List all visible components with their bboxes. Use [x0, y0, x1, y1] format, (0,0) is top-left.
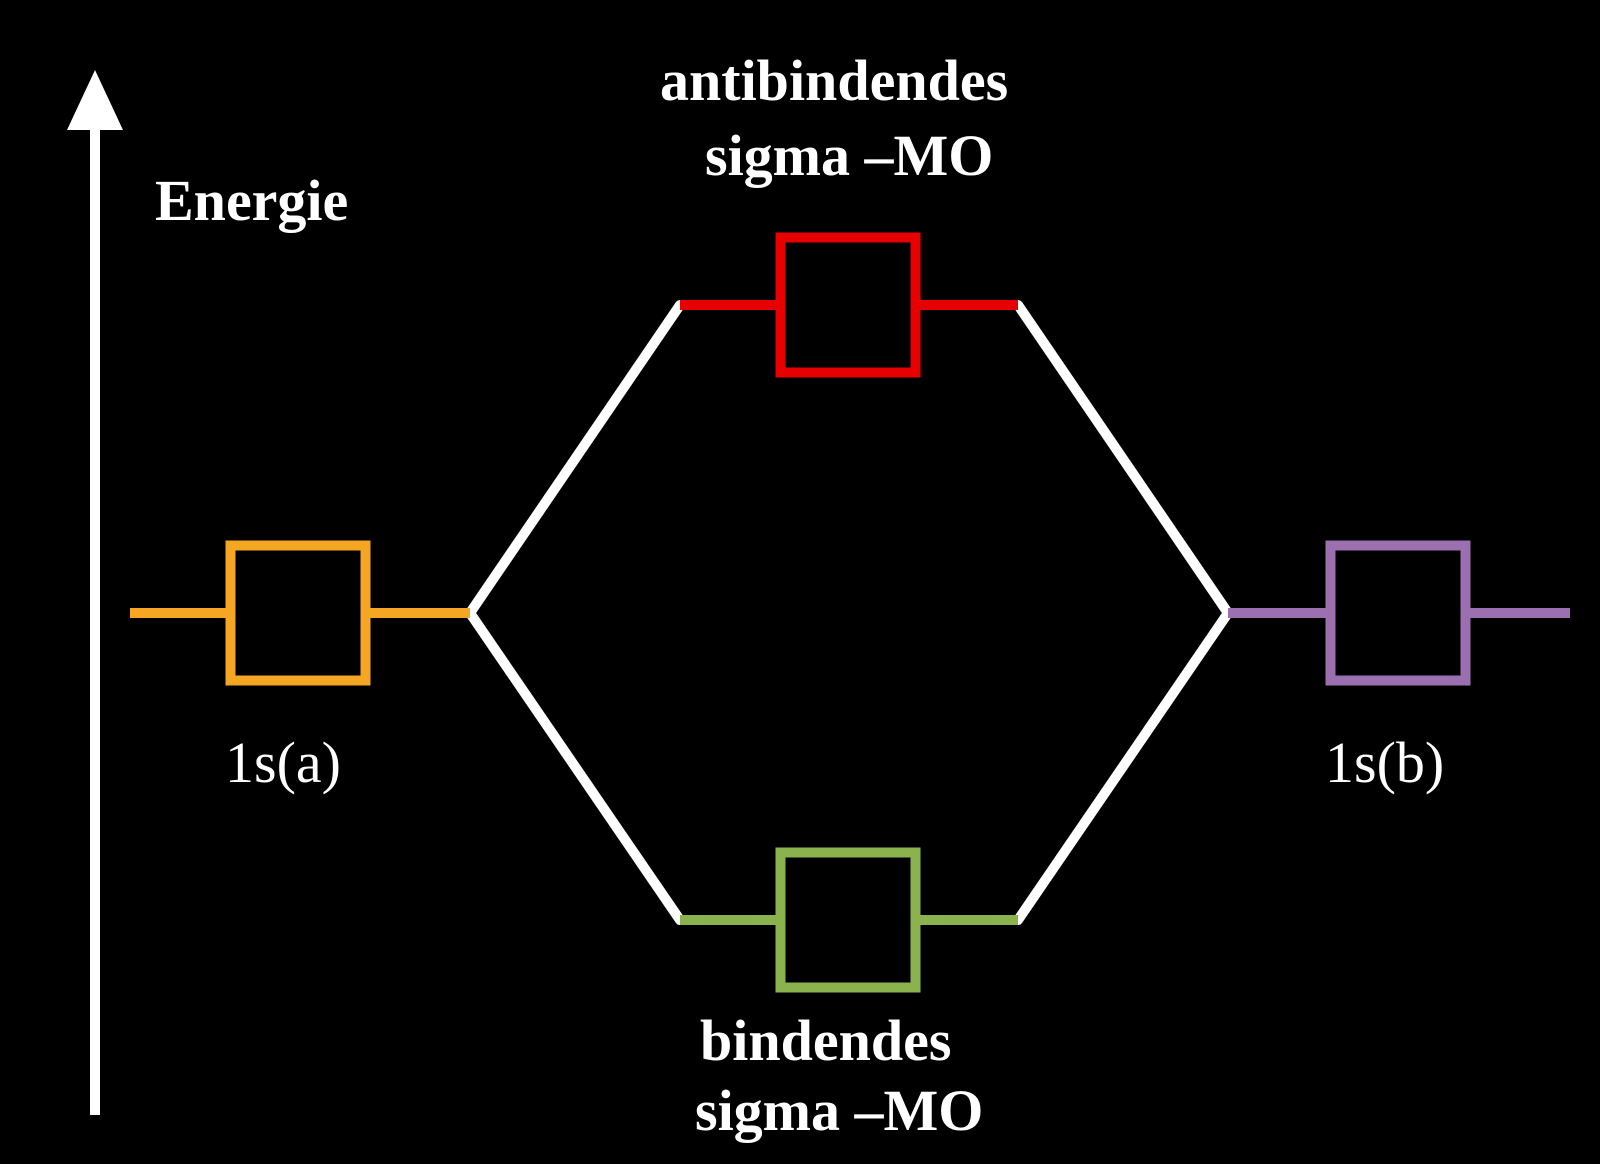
energy-axis-label: Energie — [155, 168, 348, 233]
orbital-bonding-label-1: bindendes — [700, 1008, 951, 1073]
orbital-antibonding-label-1: antibindendes — [660, 48, 1008, 113]
orbital-1sb-label: 1s(b) — [1325, 730, 1444, 795]
orbital-bonding-label-2: sigma –MO — [695, 1078, 983, 1143]
orbital-antibonding-label-2: sigma –MO — [705, 123, 993, 188]
mo-diagram: Energie1s(a)1s(b)antibindendessigma –MOb… — [0, 0, 1600, 1164]
orbital-1sa-label: 1s(a) — [225, 730, 341, 795]
